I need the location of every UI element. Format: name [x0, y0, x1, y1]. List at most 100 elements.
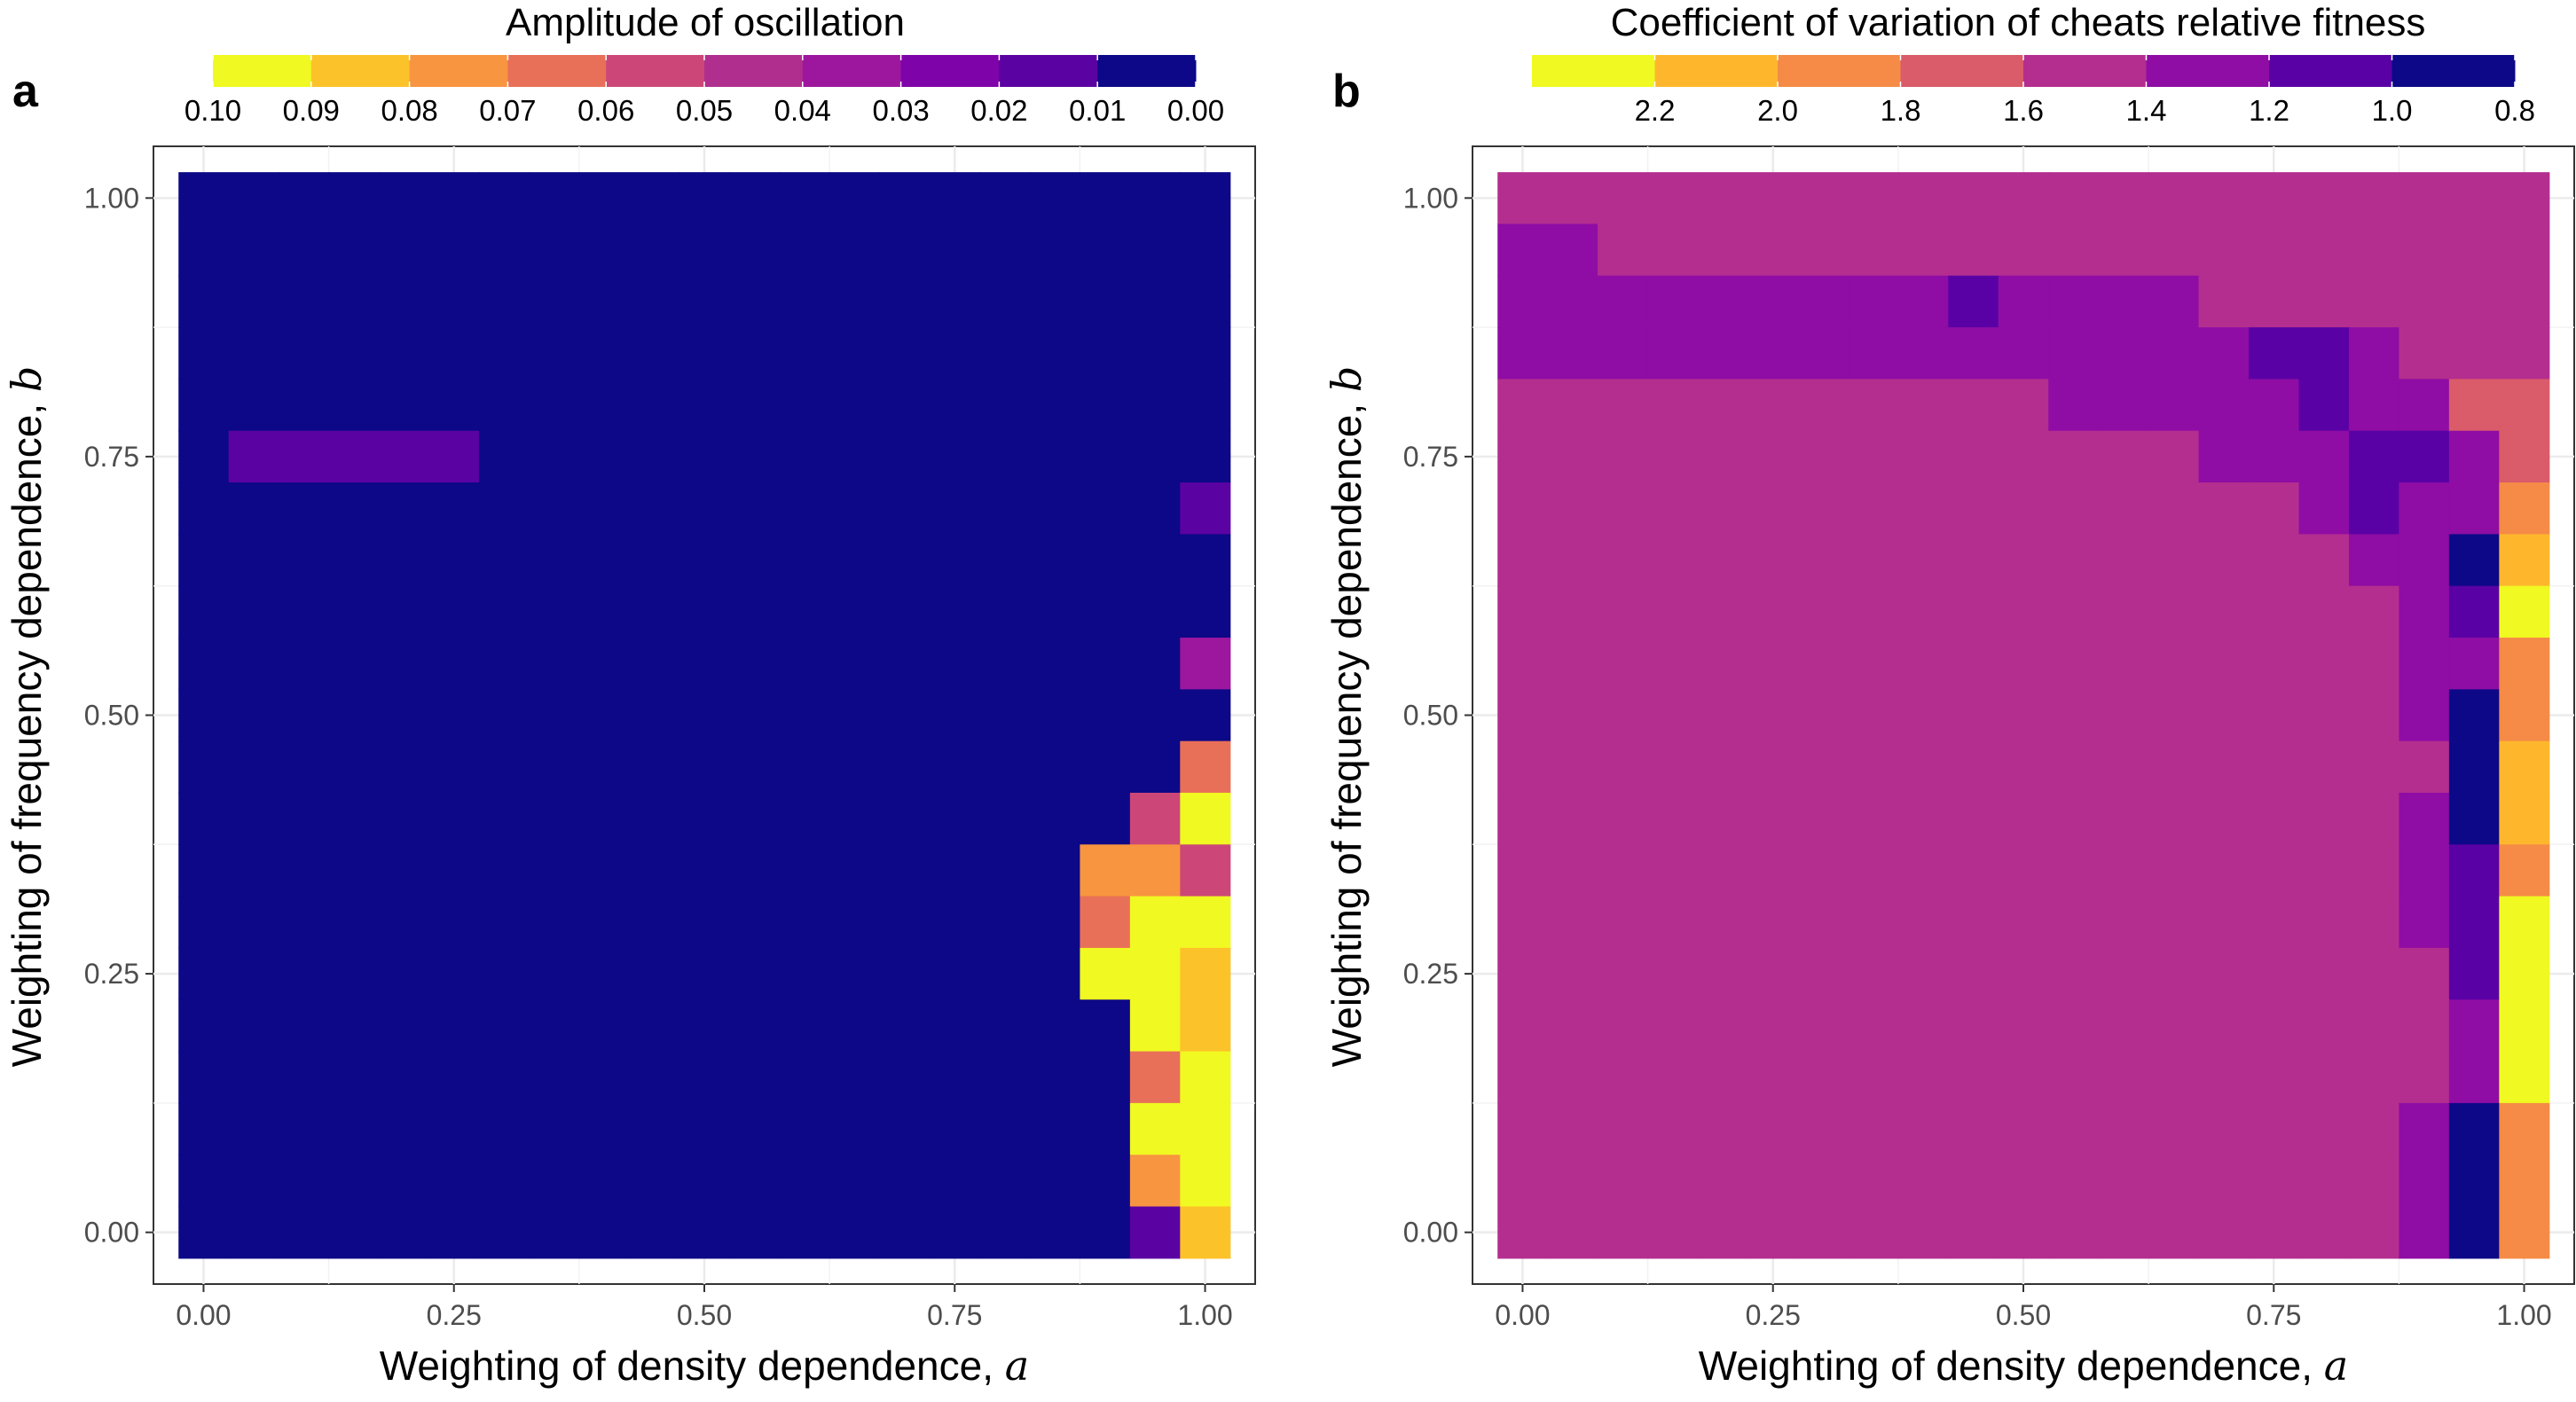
- heatmap-cell: [2399, 430, 2450, 483]
- heatmap-cell: [2298, 1102, 2350, 1155]
- heatmap-cell: [1598, 947, 1649, 1000]
- heatmap-cell: [629, 327, 680, 380]
- heatmap-cell: [328, 585, 380, 638]
- heatmap-cell: [529, 740, 580, 794]
- heatmap-cell: [629, 638, 680, 690]
- heatmap-cell: [2098, 379, 2149, 432]
- heatmap-cell: [2499, 1051, 2550, 1104]
- colorbar-swatch: [310, 55, 411, 87]
- heatmap-cell: [979, 844, 1031, 897]
- heatmap-cell: [2348, 740, 2400, 794]
- heatmap-cell: [2448, 844, 2500, 897]
- heatmap-cell: [1698, 275, 1749, 328]
- heatmap-cell: [979, 275, 1031, 328]
- heatmap-cell: [779, 1155, 830, 1208]
- heatmap-cell: [1129, 1155, 1181, 1208]
- heatmap-cell: [729, 430, 781, 483]
- heatmap-cell: [379, 792, 430, 845]
- heatmap-cell: [1598, 534, 1649, 587]
- heatmap-cell: [629, 275, 680, 328]
- heatmap-cell: [529, 1102, 580, 1155]
- heatmap-cell: [279, 1206, 330, 1259]
- heatmap-cell: [879, 327, 931, 380]
- heatmap-cell: [2048, 947, 2100, 1000]
- heatmap-cell: [779, 534, 830, 587]
- y-tick-label: 0.75: [84, 441, 139, 473]
- heatmap-cell: [2048, 327, 2100, 380]
- heatmap-cell: [1129, 999, 1181, 1053]
- heatmap-cell: [1598, 327, 1649, 380]
- heatmap-cell: [1647, 999, 1699, 1053]
- heatmap-cell: [1647, 327, 1699, 380]
- heatmap-cell: [379, 947, 430, 1000]
- heatmap-cell: [1497, 638, 1549, 690]
- heatmap-cell: [879, 740, 931, 794]
- y-tick-label: 0.50: [84, 700, 139, 732]
- heatmap-cell: [478, 327, 530, 380]
- heatmap-cell: [1598, 1051, 1649, 1104]
- heatmap-cell: [1797, 740, 1850, 794]
- heatmap-cell: [428, 172, 480, 225]
- heatmap-cell: [1029, 844, 1081, 897]
- heatmap-cell: [1129, 223, 1181, 277]
- heatmap-cell: [879, 1206, 931, 1259]
- heatmap-cell: [979, 689, 1031, 742]
- heatmap-cell: [979, 740, 1031, 794]
- heatmap-cell: [2298, 638, 2350, 690]
- y-tick-label: 0.50: [1403, 700, 1458, 732]
- heatmap-cell: [2048, 1102, 2100, 1155]
- heatmap-cell: [930, 947, 981, 1000]
- heatmap-cell: [1547, 1102, 1598, 1155]
- heatmap-cell: [2098, 275, 2149, 328]
- heatmap-cell: [930, 1206, 981, 1259]
- heatmap-cell: [529, 379, 580, 432]
- heatmap-cell: [1848, 430, 1899, 483]
- heatmap-cell: [2098, 482, 2149, 535]
- heatmap-cell: [930, 534, 981, 587]
- heatmap-cell: [478, 689, 530, 742]
- heatmap-cell: [2399, 585, 2450, 638]
- heatmap-cell: [2148, 999, 2200, 1053]
- heatmap-cell: [2198, 1155, 2250, 1208]
- heatmap-cell: [529, 223, 580, 277]
- heatmap-cell: [478, 1102, 530, 1155]
- heatmap-cell: [729, 999, 781, 1053]
- heatmap-cell: [2298, 327, 2350, 380]
- y-tick-label: 0.25: [1403, 958, 1458, 990]
- heatmap-cell: [1998, 792, 2049, 845]
- heatmap-cell: [779, 947, 830, 1000]
- heatmap-cell: [578, 844, 630, 897]
- heatmap-cell: [1797, 1102, 1850, 1155]
- heatmap-cell: [279, 844, 330, 897]
- colorbar-swatch: [507, 55, 607, 87]
- heatmap-cell: [1497, 1155, 1549, 1208]
- heatmap-cell: [478, 896, 530, 949]
- heatmap-cell: [1698, 327, 1749, 380]
- heatmap-cell: [930, 223, 981, 277]
- heatmap-cell: [178, 534, 230, 587]
- heatmap-cell: [529, 585, 580, 638]
- heatmap-cell: [1180, 896, 1231, 949]
- heatmap-cell: [2348, 379, 2400, 432]
- heatmap-cell: [2298, 740, 2350, 794]
- heatmap-cell: [1180, 947, 1231, 1000]
- heatmap-cell: [2148, 430, 2200, 483]
- heatmap-cell: [1129, 689, 1181, 742]
- heatmap-cell: [2198, 947, 2250, 1000]
- heatmap-cell: [328, 1051, 380, 1104]
- heatmap-cell: [178, 999, 230, 1053]
- heatmap-cell: [1647, 947, 1699, 1000]
- heatmap-cell: [1497, 947, 1549, 1000]
- heatmap-cell: [1129, 896, 1181, 949]
- heatmap-cell: [979, 1206, 1031, 1259]
- heatmap-cell: [2448, 999, 2500, 1053]
- colorbar-swatch: [606, 55, 705, 87]
- heatmap-cell: [2198, 430, 2250, 483]
- heatmap-cell: [2098, 740, 2149, 794]
- colorbar-swatch: [2146, 55, 2270, 87]
- heatmap-cell: [879, 379, 931, 432]
- heatmap-cell: [529, 896, 580, 949]
- heatmap-cell: [1029, 638, 1081, 690]
- heatmap-cell: [279, 327, 330, 380]
- heatmap-cell: [478, 947, 530, 1000]
